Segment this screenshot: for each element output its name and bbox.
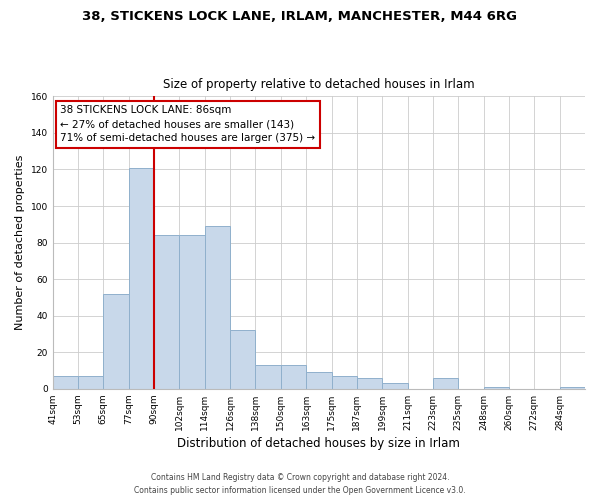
Bar <box>205 226 230 389</box>
Bar <box>179 236 205 389</box>
Text: 38, STICKENS LOCK LANE, IRLAM, MANCHESTER, M44 6RG: 38, STICKENS LOCK LANE, IRLAM, MANCHESTE… <box>83 10 517 23</box>
X-axis label: Distribution of detached houses by size in Irlam: Distribution of detached houses by size … <box>178 437 460 450</box>
Bar <box>129 168 154 389</box>
Y-axis label: Number of detached properties: Number of detached properties <box>15 155 25 330</box>
Bar <box>103 294 129 389</box>
Text: 38 STICKENS LOCK LANE: 86sqm
← 27% of detached houses are smaller (143)
71% of s: 38 STICKENS LOCK LANE: 86sqm ← 27% of de… <box>60 106 316 144</box>
Bar <box>332 376 357 389</box>
Bar <box>78 376 103 389</box>
Bar <box>281 365 306 389</box>
Text: Contains HM Land Registry data © Crown copyright and database right 2024.
Contai: Contains HM Land Registry data © Crown c… <box>134 473 466 495</box>
Bar <box>433 378 458 389</box>
Bar <box>484 387 509 389</box>
Bar <box>256 365 281 389</box>
Bar <box>306 372 332 389</box>
Bar <box>230 330 256 389</box>
Bar <box>382 384 407 389</box>
Title: Size of property relative to detached houses in Irlam: Size of property relative to detached ho… <box>163 78 475 91</box>
Bar <box>53 376 78 389</box>
Bar <box>154 236 179 389</box>
Bar <box>357 378 382 389</box>
Bar <box>560 387 585 389</box>
